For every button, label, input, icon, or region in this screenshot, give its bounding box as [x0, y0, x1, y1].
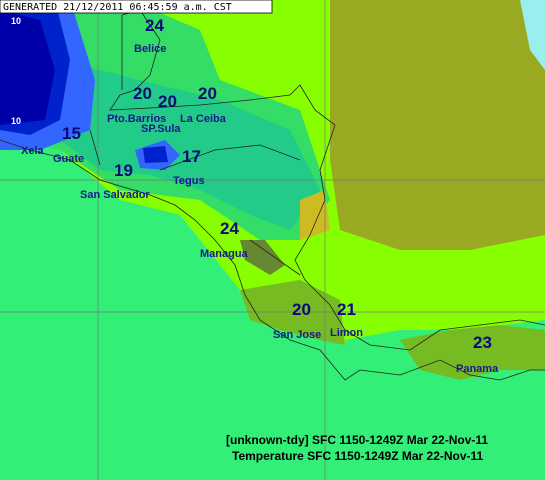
city-label: San Salvador — [80, 189, 150, 201]
border — [89, 15, 301, 276]
zone-blue-hn-core — [143, 146, 168, 163]
temperature: 17 — [182, 147, 201, 166]
zone-blue-core — [0, 10, 55, 125]
contour-label: 10 — [11, 116, 21, 126]
temperature: 15 — [62, 124, 81, 143]
footer-line: [unknown-tdy] SFC 1150-1249Z Mar 22-Nov-… — [226, 433, 488, 447]
zone-yellow — [300, 190, 330, 240]
temperature: 24 — [145, 16, 164, 35]
header: GENERATED 21/12/2011 06:45:59 a.m. CST — [3, 2, 232, 13]
temperature: 21 — [337, 300, 356, 319]
city-label: Tegus — [173, 175, 205, 187]
zone-mid — [60, 60, 320, 230]
zone-teal — [0, 140, 345, 480]
coastline — [0, 139, 545, 381]
city-label: Xela — [21, 145, 45, 157]
header-box — [0, 0, 273, 14]
city-label: SP.Sula — [141, 123, 181, 135]
temperature: 23 — [473, 333, 492, 352]
city-label: Pto.Barrios — [107, 113, 166, 125]
zone-cr — [240, 280, 345, 345]
zone-sea — [520, 0, 545, 70]
temperature: 20 — [158, 92, 177, 111]
zone-pa — [400, 325, 545, 380]
footer-line: Temperature SFC 1150-1249Z Mar 22-Nov-11 — [232, 449, 484, 463]
city-label: Panama — [456, 363, 499, 375]
city-label: La Ceiba — [180, 113, 227, 125]
contour-label: 10 — [11, 16, 21, 26]
city-label: Belice — [134, 43, 166, 55]
city-label: Guate — [53, 153, 84, 165]
zone-dark — [240, 240, 285, 275]
city-label: San Jose — [273, 329, 321, 341]
temperature: 24 — [220, 219, 239, 238]
temperature: 20 — [292, 300, 311, 319]
temperature: 19 — [114, 161, 133, 180]
temperature: 20 — [198, 84, 217, 103]
city-label: Limon — [330, 327, 363, 339]
zone-olive — [330, 0, 545, 250]
temperature: 20 — [133, 84, 152, 103]
coastline — [109, 9, 545, 351]
city-label: Managua — [200, 248, 249, 260]
